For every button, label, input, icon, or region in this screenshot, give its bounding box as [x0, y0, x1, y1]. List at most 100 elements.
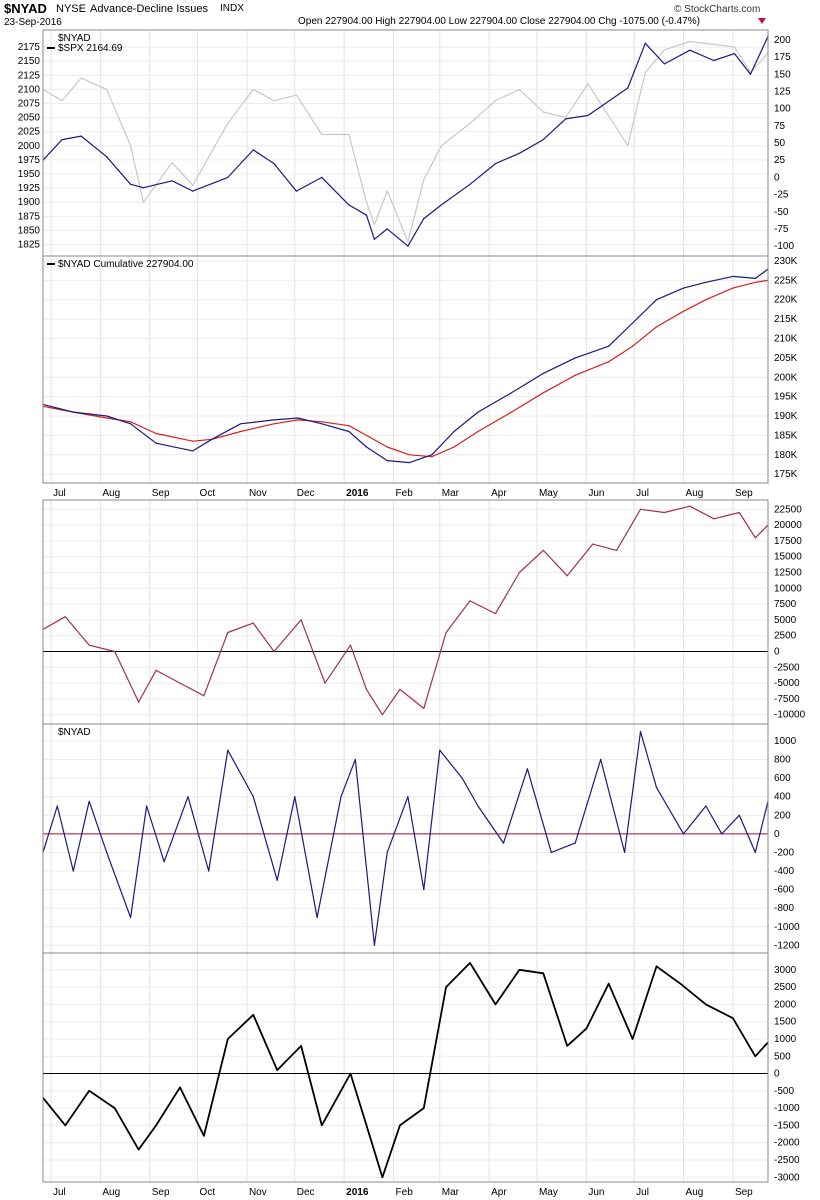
panel-2-right-tick-label: -5000 [774, 678, 800, 689]
panel-1-series-0-point [130, 423, 132, 425]
panel-1-series-1-point [632, 345, 634, 347]
panel-1-series-1-point [297, 419, 299, 421]
panel-0-legend-label: $NYAD [58, 33, 91, 44]
panel-0-series-0-point [542, 139, 544, 141]
panel-1-series-1-point [453, 446, 455, 448]
panel-1-series-0-point [754, 277, 756, 279]
panel-1-series-1-point [732, 287, 734, 289]
panel-4-series-0-point [679, 983, 682, 985]
panel-1-right-tick-label: 220K [774, 295, 798, 306]
panel-1-series-1-point [510, 411, 513, 413]
panel-2-series-0-point [64, 616, 66, 618]
panel-3-series-0-point [624, 851, 626, 854]
panel-1-right-tick-label: 175K [774, 469, 798, 480]
x-tick-label: 2016 [346, 1187, 369, 1198]
panel-2-series-0-point [203, 695, 205, 697]
panel-1-series-1-point [542, 392, 544, 394]
x-tick-label: Sep [735, 1187, 753, 1198]
panel-1-series-0-point [655, 299, 658, 301]
panel-1-series-1-point [408, 454, 411, 456]
panel-2-series-0-point [381, 714, 383, 716]
panel-4-series-0-point [399, 1124, 401, 1126]
panel-3-right-tick-label: -400 [774, 866, 794, 877]
panel-1-right-tick-label: 230K [774, 256, 798, 267]
panel-0-left-tick-label: 2050 [18, 113, 41, 124]
panel-0-right-tick-label: 75 [774, 121, 786, 132]
panel-0-left-tick-label: 1975 [18, 155, 41, 166]
panel-4-right-tick-label: 3000 [774, 965, 797, 976]
panel-3-series-0-point [526, 768, 529, 770]
panel-3-series-0-point [130, 916, 132, 919]
panel-1-series-1-point [192, 440, 194, 442]
panel-0-left-tick-label: 2150 [18, 56, 41, 67]
panel-0-right-tick-label: -75 [774, 224, 789, 235]
panel-3-series-0-point [738, 814, 740, 816]
panel-0-right-tick-label: -25 [774, 190, 789, 201]
x-tick-label: Mar [442, 488, 460, 499]
x-tick-label: Apr [491, 488, 507, 499]
panel-0-series-0-point [227, 176, 229, 178]
panel-4-series-0-point [608, 983, 610, 985]
x-tick-label: Jul [53, 488, 66, 499]
panel-2-series-0-point [88, 644, 90, 646]
panel-4-series-0-point [276, 1069, 278, 1071]
panel-4-series-0-point [655, 965, 658, 968]
panel-2-right-tick-label: 0 [774, 646, 780, 657]
panel-0-series-1-point [61, 100, 63, 102]
index-type-label: INDX [220, 3, 244, 14]
panel-3-right-tick-label: -200 [774, 847, 794, 858]
panel-3-series-0-point [316, 916, 318, 919]
panel-0-right-tick-label: 200 [774, 35, 791, 46]
x-tick-label: May [539, 1187, 558, 1198]
panel-3-series-0-point [423, 889, 425, 891]
panel-1-series-1-line [42, 279, 769, 458]
panel-0-series-0-point [373, 238, 375, 240]
panel-3-series-0-point [294, 796, 296, 798]
panel-0-series-1-point [663, 49, 666, 51]
panel-2-series-0-point [566, 575, 568, 577]
panel-1-right-tick-label: 215K [774, 314, 798, 325]
panel-0-series-0-point [423, 218, 425, 220]
panel-1-frame [42, 255, 769, 484]
panel-0-series-1-point [273, 100, 275, 102]
panel-4-right-tick-label: 1500 [774, 1017, 797, 1028]
panel-0-series-0-point [273, 163, 275, 165]
panel-4-right-tick-label: 1000 [774, 1034, 797, 1045]
panel-4-right-tick-label: -1500 [774, 1120, 800, 1131]
panel-1-series-0-point [192, 450, 194, 452]
x-tick-label: Aug [102, 488, 120, 499]
panel-0-series-1-point [627, 145, 629, 147]
panel-0-right-tick-label: -100 [774, 241, 794, 252]
panel-3-series-0-point [502, 842, 505, 844]
panel-1-series-0-point [348, 430, 350, 433]
panel-0-series-0-point [142, 187, 144, 189]
panel-0-series-1-point [227, 122, 229, 124]
panel-0-left-tick-label: 2100 [18, 84, 41, 95]
panel-2-series-0-point [273, 650, 275, 653]
panel-0-series-1-point [542, 111, 544, 113]
panel-1-series-1-point [655, 326, 658, 328]
panel-0-left-tick-label: 1900 [18, 197, 41, 208]
panel-2-series-0-point [689, 505, 691, 507]
panel-2-right-tick-label: 10000 [774, 583, 802, 594]
panel-2-right-tick-label: 7500 [774, 599, 797, 610]
panel-0-series-0-point [518, 152, 521, 154]
x-tick-label: Sep [152, 488, 170, 499]
panel-2-right-tick-label: 15000 [774, 552, 802, 563]
panel-0-series-0-point [407, 245, 409, 247]
panel-2-series-0-point [616, 549, 618, 552]
x-tick-label: Feb [396, 488, 414, 499]
panel-4-series-0-point [155, 1124, 157, 1126]
panel-1-right-tick-label: 200K [774, 372, 798, 383]
panel-0-series-1-point [587, 83, 589, 85]
panel-0-series-1-point [321, 133, 323, 136]
panel-4-series-0-line [42, 962, 769, 1179]
panel-1-series-0-point [705, 281, 707, 283]
panel-3-series-0-point [721, 833, 723, 835]
panel-0-right-tick-label: -50 [774, 207, 789, 218]
panel-3-right-tick-label: -800 [774, 903, 794, 914]
panel-4-series-0-point [445, 986, 447, 988]
panel-4-series-0-point [542, 972, 544, 974]
panel-3-series-0-point [477, 805, 479, 807]
panel-3-series-0-point [340, 796, 342, 798]
